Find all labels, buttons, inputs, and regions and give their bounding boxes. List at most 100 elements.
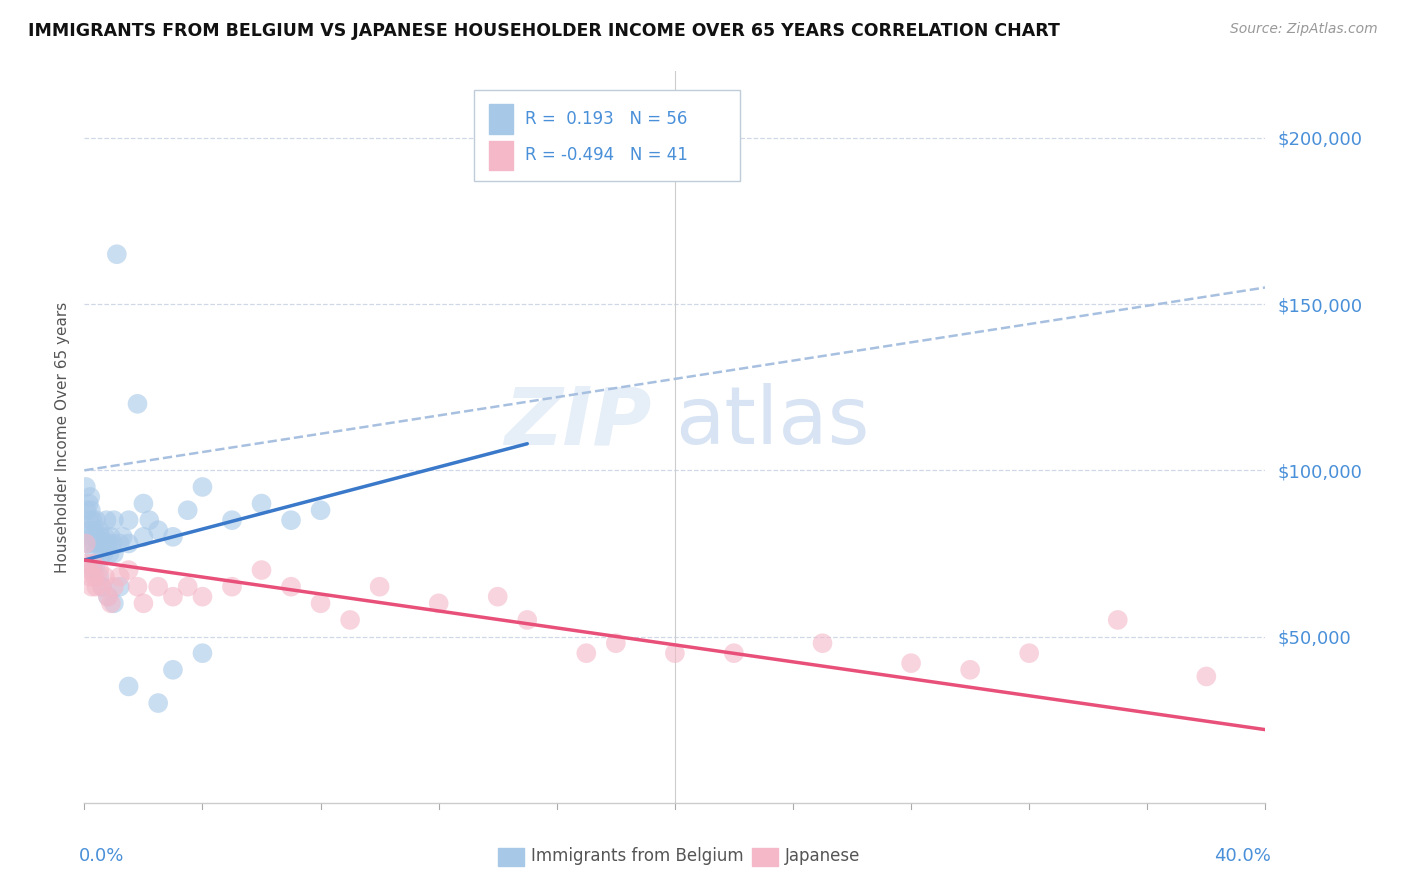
Immigrants from Belgium (103, 546, 125, 560)
FancyBboxPatch shape (474, 90, 740, 181)
Immigrants from Belgium (82, 563, 104, 577)
Immigrants from Belgium (82, 513, 104, 527)
Text: Immigrants from Belgium: Immigrants from Belgium (531, 847, 744, 865)
Immigrants from Belgium (87, 523, 111, 537)
Immigrants from Belgium (80, 503, 103, 517)
Immigrants from Belgium (132, 497, 155, 511)
Immigrants from Belgium (83, 546, 105, 560)
Japanese (162, 590, 184, 604)
Immigrants from Belgium (108, 580, 131, 594)
Immigrants from Belgium (90, 530, 112, 544)
Japanese (79, 570, 101, 584)
Immigrants from Belgium (280, 513, 302, 527)
Japanese (177, 580, 200, 594)
Japanese (80, 580, 103, 594)
Immigrants from Belgium (162, 663, 184, 677)
Immigrants from Belgium (77, 497, 100, 511)
Immigrants from Belgium (84, 557, 107, 571)
Immigrants from Belgium (75, 480, 97, 494)
Immigrants from Belgium (76, 503, 98, 517)
Japanese (76, 557, 98, 571)
Japanese (1018, 646, 1040, 660)
Immigrants from Belgium (77, 536, 100, 550)
Immigrants from Belgium (94, 530, 117, 544)
Immigrants from Belgium (86, 536, 108, 550)
Japanese (94, 570, 117, 584)
Japanese (605, 636, 627, 650)
Japanese (486, 590, 509, 604)
Immigrants from Belgium (148, 523, 170, 537)
Immigrants from Belgium (108, 536, 131, 550)
Japanese (84, 580, 107, 594)
Japanese (118, 563, 141, 577)
Japanese (87, 563, 111, 577)
Y-axis label: Householder Income Over 65 years: Householder Income Over 65 years (55, 301, 70, 573)
Immigrants from Belgium (191, 646, 214, 660)
Immigrants from Belgium (84, 530, 107, 544)
Immigrants from Belgium (118, 680, 141, 694)
Immigrants from Belgium (118, 536, 141, 550)
Immigrants from Belgium (132, 530, 155, 544)
Japanese (148, 580, 170, 594)
Japanese (127, 580, 149, 594)
Japanese (75, 536, 97, 550)
Japanese (250, 563, 273, 577)
Immigrants from Belgium (79, 513, 101, 527)
Text: IMMIGRANTS FROM BELGIUM VS JAPANESE HOUSEHOLDER INCOME OVER 65 YEARS CORRELATION: IMMIGRANTS FROM BELGIUM VS JAPANESE HOUS… (28, 22, 1060, 40)
Japanese (339, 613, 361, 627)
Text: Source: ZipAtlas.com: Source: ZipAtlas.com (1230, 22, 1378, 37)
Japanese (959, 663, 981, 677)
Immigrants from Belgium (138, 513, 160, 527)
Bar (752, 848, 778, 866)
Immigrants from Belgium (100, 530, 122, 544)
Immigrants from Belgium (177, 503, 200, 517)
Japanese (309, 596, 332, 610)
Bar (489, 104, 513, 134)
Japanese (103, 580, 125, 594)
Japanese (723, 646, 745, 660)
Immigrants from Belgium (91, 580, 114, 594)
Bar (498, 848, 523, 866)
Text: R =  0.193   N = 56: R = 0.193 N = 56 (524, 110, 688, 128)
Japanese (1195, 669, 1218, 683)
Japanese (811, 636, 834, 650)
Text: R = -0.494   N = 41: R = -0.494 N = 41 (524, 146, 688, 164)
Japanese (221, 580, 243, 594)
Japanese (516, 613, 538, 627)
Immigrants from Belgium (162, 530, 184, 544)
Japanese (191, 590, 214, 604)
Immigrants from Belgium (191, 480, 214, 494)
Immigrants from Belgium (87, 570, 111, 584)
Text: ZIP: ZIP (503, 384, 651, 461)
Japanese (83, 570, 105, 584)
Japanese (82, 557, 104, 571)
Immigrants from Belgium (83, 536, 105, 550)
Immigrants from Belgium (97, 590, 120, 604)
Japanese (575, 646, 598, 660)
Japanese (132, 596, 155, 610)
Immigrants from Belgium (111, 530, 134, 544)
Immigrants from Belgium (103, 513, 125, 527)
Bar (489, 141, 513, 170)
Text: 40.0%: 40.0% (1215, 847, 1271, 864)
Text: atlas: atlas (675, 384, 869, 461)
Immigrants from Belgium (118, 513, 141, 527)
Immigrants from Belgium (79, 490, 101, 504)
Japanese (427, 596, 450, 610)
Text: 0.0%: 0.0% (79, 847, 124, 864)
Immigrants from Belgium (76, 523, 98, 537)
Japanese (1107, 613, 1129, 627)
Japanese (91, 580, 114, 594)
Text: Japanese: Japanese (785, 847, 860, 865)
Immigrants from Belgium (80, 530, 103, 544)
Immigrants from Belgium (84, 513, 107, 527)
Japanese (100, 596, 122, 610)
Immigrants from Belgium (96, 513, 118, 527)
Immigrants from Belgium (221, 513, 243, 527)
Japanese (77, 563, 100, 577)
Japanese (368, 580, 391, 594)
Immigrants from Belgium (148, 696, 170, 710)
Immigrants from Belgium (97, 536, 120, 550)
Immigrants from Belgium (101, 536, 124, 550)
Immigrants from Belgium (103, 596, 125, 610)
